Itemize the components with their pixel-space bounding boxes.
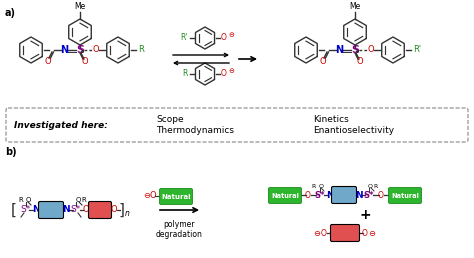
Text: Me: Me (74, 2, 86, 11)
FancyBboxPatch shape (89, 201, 111, 219)
Text: ⊖: ⊖ (368, 230, 375, 238)
Text: N: N (326, 191, 334, 200)
Text: ⊖: ⊖ (228, 68, 234, 74)
FancyBboxPatch shape (268, 188, 301, 204)
Text: Natural: Natural (271, 193, 299, 199)
Text: O: O (82, 206, 89, 214)
Text: O: O (82, 58, 88, 67)
Text: b): b) (5, 147, 17, 157)
FancyBboxPatch shape (389, 188, 421, 204)
Text: S*: S* (364, 191, 374, 200)
Text: O: O (368, 45, 374, 54)
Text: Scope
Thermodynamics: Scope Thermodynamics (156, 115, 234, 135)
Text: O: O (45, 57, 51, 66)
Text: R: R (374, 183, 378, 189)
Text: R: R (312, 183, 316, 189)
Text: S*: S* (21, 206, 31, 214)
Text: polymer
degradation: polymer degradation (155, 220, 202, 239)
Text: ⊖: ⊖ (313, 230, 320, 238)
FancyBboxPatch shape (6, 108, 468, 142)
Text: S: S (351, 45, 359, 55)
Text: S*: S* (71, 206, 81, 214)
Text: N: N (355, 191, 363, 200)
FancyBboxPatch shape (330, 224, 359, 241)
Text: O: O (357, 58, 363, 67)
Text: [: [ (11, 203, 17, 217)
Text: R: R (18, 197, 23, 203)
Text: R': R' (413, 45, 421, 54)
Text: ]: ] (119, 203, 125, 217)
Text: O: O (111, 206, 117, 214)
Text: +: + (359, 208, 371, 222)
Text: N: N (32, 206, 40, 214)
Text: R: R (182, 69, 188, 78)
Text: O: O (221, 69, 227, 78)
Text: O: O (319, 183, 323, 189)
Text: N: N (60, 45, 68, 55)
Text: O: O (367, 183, 373, 189)
Text: R': R' (181, 34, 188, 43)
FancyBboxPatch shape (159, 189, 192, 205)
Text: O: O (150, 191, 156, 200)
Text: S: S (76, 45, 84, 55)
Text: O: O (93, 45, 100, 54)
Text: Investigated here:: Investigated here: (14, 120, 108, 130)
Text: Natural: Natural (391, 193, 419, 199)
Text: O: O (321, 230, 327, 238)
FancyBboxPatch shape (331, 187, 356, 204)
Text: O: O (305, 191, 311, 200)
Text: Natural: Natural (161, 194, 191, 200)
Text: O: O (319, 57, 326, 66)
Text: O: O (221, 34, 227, 43)
Text: n: n (125, 209, 130, 219)
Text: O: O (362, 230, 368, 238)
Text: N: N (335, 45, 343, 55)
Text: N: N (62, 206, 70, 214)
Text: O: O (378, 191, 384, 200)
Text: R: R (138, 45, 144, 54)
Text: ⊖: ⊖ (228, 32, 234, 38)
Text: S*: S* (315, 191, 325, 200)
Text: Kinetics
Enantioselectivity: Kinetics Enantioselectivity (313, 115, 394, 135)
Text: O: O (75, 197, 81, 203)
Text: Me: Me (349, 2, 361, 11)
Text: ⊖: ⊖ (144, 191, 151, 200)
Text: O: O (25, 197, 31, 203)
Text: R: R (82, 197, 86, 203)
FancyBboxPatch shape (38, 201, 64, 219)
Text: a): a) (5, 8, 16, 18)
